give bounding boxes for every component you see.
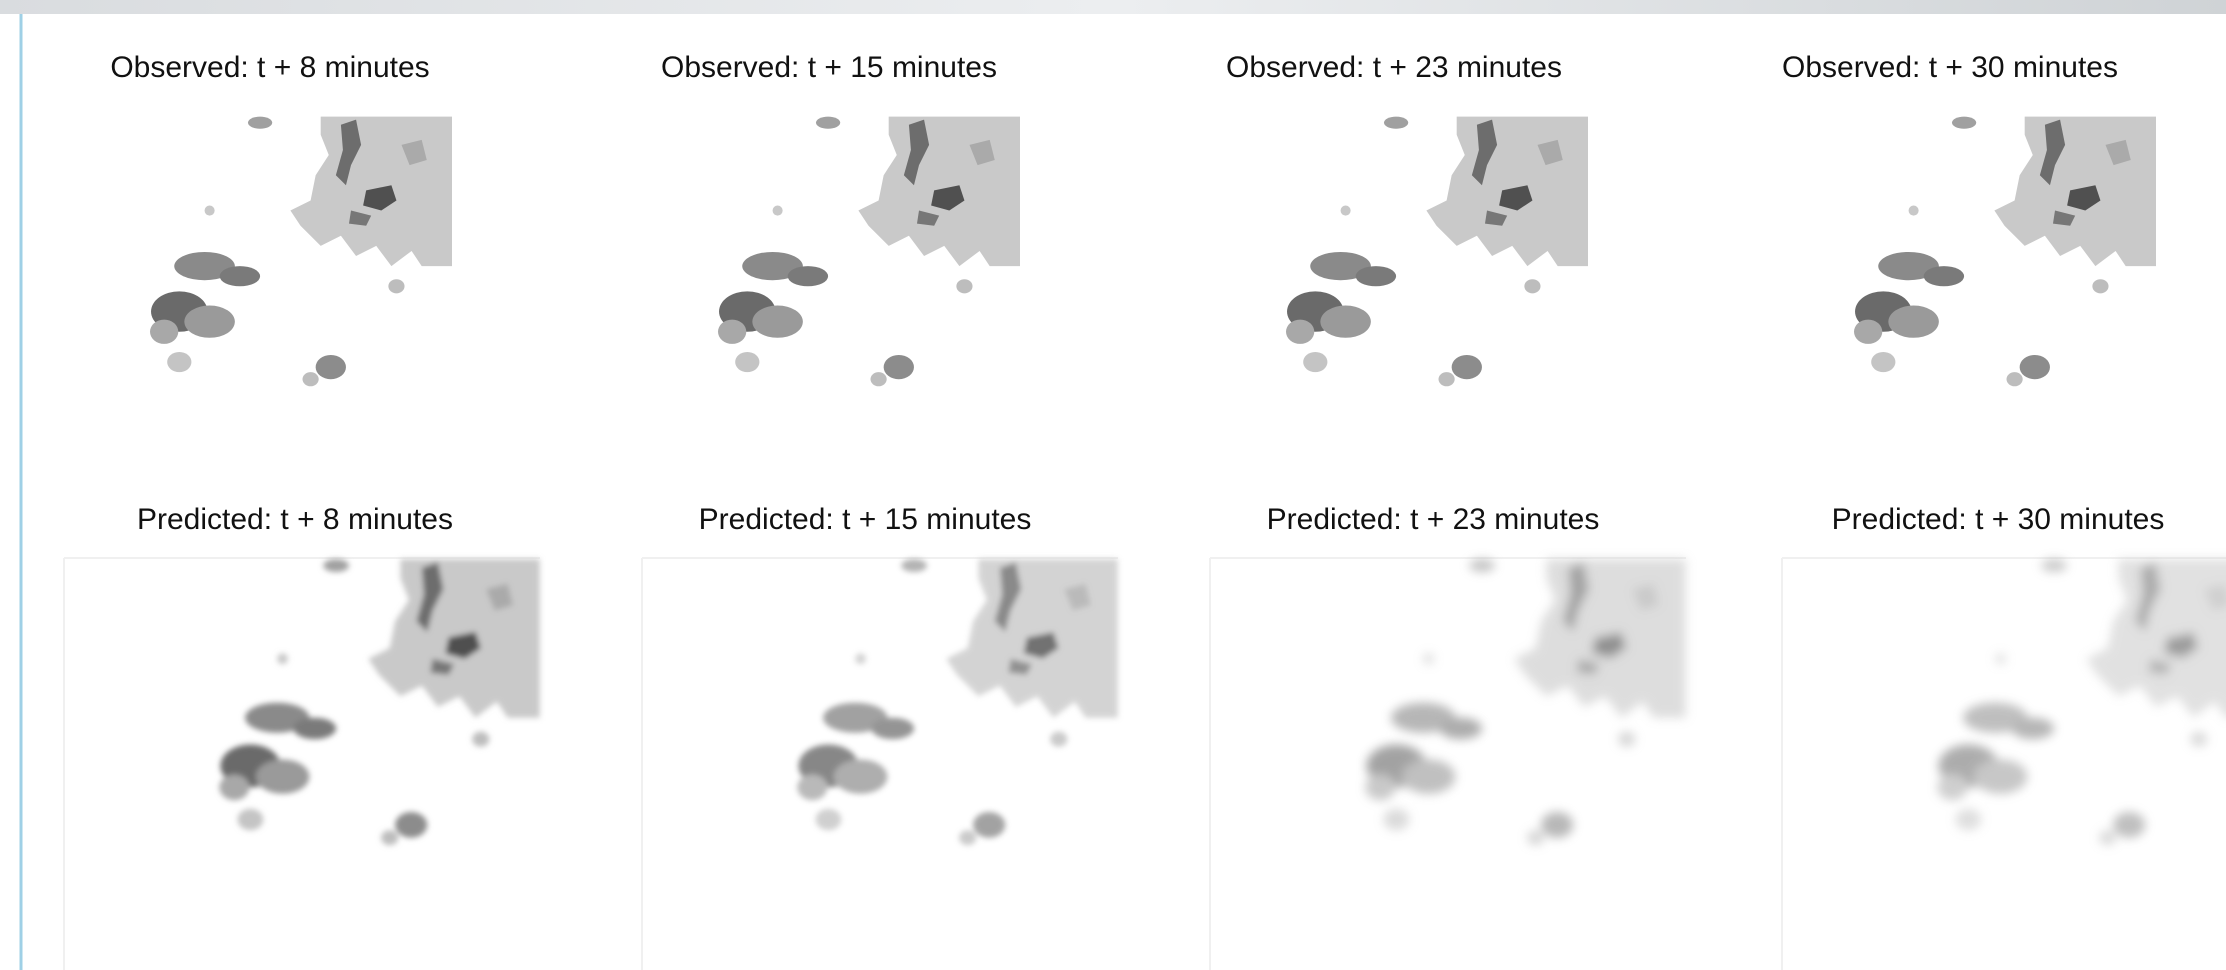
- predicted-image: [64, 558, 540, 970]
- radar-field: [1937, 559, 2226, 845]
- radar-field: [150, 117, 452, 387]
- observed-image: [150, 117, 452, 387]
- panel-title: Observed: t + 30 minutes: [1782, 51, 2118, 84]
- predicted-image: [1782, 558, 2226, 970]
- panel-title: Observed: t + 15 minutes: [661, 51, 997, 84]
- panel-title: Predicted: t + 30 minutes: [1832, 503, 2165, 536]
- radar-field: [219, 559, 539, 845]
- panel-title: Predicted: t + 23 minutes: [1267, 503, 1600, 536]
- observed-image: [718, 117, 1020, 387]
- observed-image: [1854, 117, 2156, 387]
- panel-title: Predicted: t + 8 minutes: [137, 503, 453, 536]
- panel-title: Predicted: t + 15 minutes: [699, 503, 1032, 536]
- figure: Observed: t + 8 minutes Observed: t + 15 …: [0, 0, 2226, 970]
- panel-title: Observed: t + 23 minutes: [1226, 51, 1562, 84]
- predicted-image: [1210, 558, 1686, 970]
- radar-field: [1286, 117, 1588, 387]
- top-bar: [0, 0, 2226, 14]
- predicted-image: [642, 558, 1118, 970]
- panel-title: Observed: t + 8 minutes: [110, 51, 429, 84]
- radar-field: [718, 117, 1020, 387]
- radar-field: [1854, 117, 2156, 387]
- radar-field: [797, 559, 1117, 845]
- radar-field: [1365, 559, 1685, 845]
- observed-image: [1286, 117, 1588, 387]
- panel-grid: Observed: t + 8 minutes Observed: t + 15 …: [64, 51, 2226, 970]
